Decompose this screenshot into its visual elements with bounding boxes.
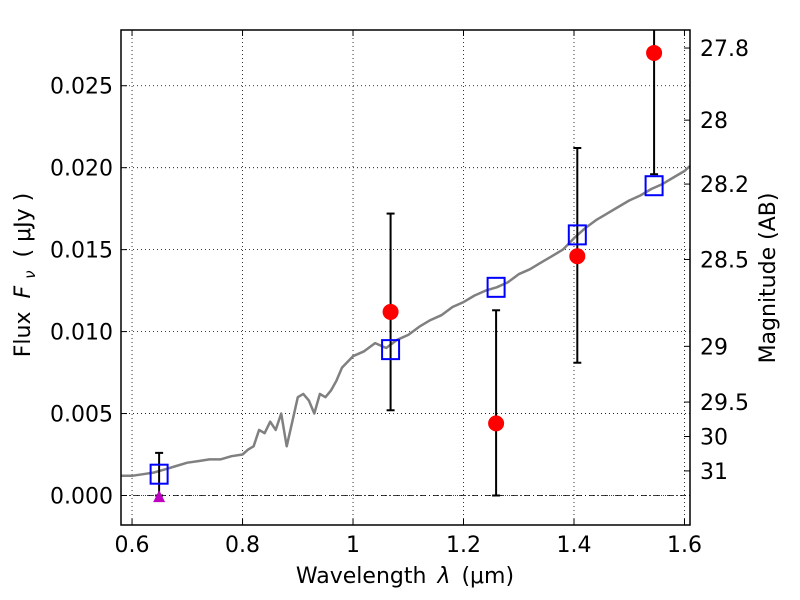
- x-axis-title-prefix: Wavelength: [296, 564, 427, 589]
- model-photometry-square: [381, 339, 401, 361]
- observed-point: [488, 415, 505, 432]
- observed-point: [382, 303, 399, 320]
- y-tick-label: 0.015: [50, 239, 113, 264]
- sed-layer: [121, 165, 691, 478]
- x-tick-label: 1.4: [556, 533, 591, 558]
- model-photometry-square: [486, 276, 506, 298]
- sed-line: [121, 165, 691, 478]
- x-axis-title-symbol: λ: [436, 564, 450, 589]
- marker-layer: [149, 44, 664, 503]
- y-axis-title: Flux F ν ( μJy ): [11, 193, 41, 357]
- observed-point: [569, 248, 586, 265]
- x-axis-title-unit: (μm): [461, 564, 514, 589]
- y2-tick-label: 31: [700, 460, 728, 485]
- y-axis-title-prefix: Flux: [11, 311, 36, 357]
- model-photometry-square: [644, 175, 664, 197]
- y2-tick-label: 29: [700, 335, 728, 360]
- x-tick-label: 0.6: [115, 533, 150, 558]
- y2-tick-label: 28: [700, 109, 728, 134]
- y-axis-title-subscript: ν: [21, 270, 39, 278]
- errorbar-layer: [155, 30, 659, 497]
- y-tick-label: 0.000: [50, 484, 113, 509]
- y-axis-title-symbol: F: [11, 285, 36, 298]
- y2-tick-label: 27.8: [700, 37, 749, 62]
- x-axis-title: Wavelength λ (μm): [296, 564, 514, 589]
- tick-layer: 0.6 0.8 1 1.2 1.4 1.6 0.000 0.005 0.010 0.015 0.02…: [50, 30, 749, 558]
- y2-tick-label: 28.2: [700, 173, 749, 198]
- y-tick-label: 0.020: [50, 157, 113, 182]
- y-tick-label: 0.025: [50, 75, 113, 100]
- plot-frame: [120, 29, 691, 526]
- y-tick-label: 0.005: [50, 403, 113, 428]
- x-tick-label: 1.6: [667, 533, 702, 558]
- observed-point: [646, 44, 663, 61]
- model-photometry-square: [567, 224, 587, 246]
- x-tick-label: 1.2: [446, 533, 481, 558]
- y2-axis-title: Magnitude (AB): [756, 193, 781, 364]
- y2-tick-label: 28.5: [700, 248, 749, 273]
- x-tick-label: 0.8: [225, 533, 260, 558]
- y-axis-title-unit: ( μJy ): [11, 193, 36, 258]
- upper-limit-triangle: [153, 490, 166, 503]
- grid-layer: [121, 30, 690, 525]
- y2-tick-label: 30: [700, 425, 728, 450]
- model-photometry-square: [149, 463, 169, 485]
- y2-tick-label: 29.5: [700, 391, 749, 416]
- x-tick-label: 1: [346, 533, 360, 558]
- y-tick-label: 0.010: [50, 321, 113, 346]
